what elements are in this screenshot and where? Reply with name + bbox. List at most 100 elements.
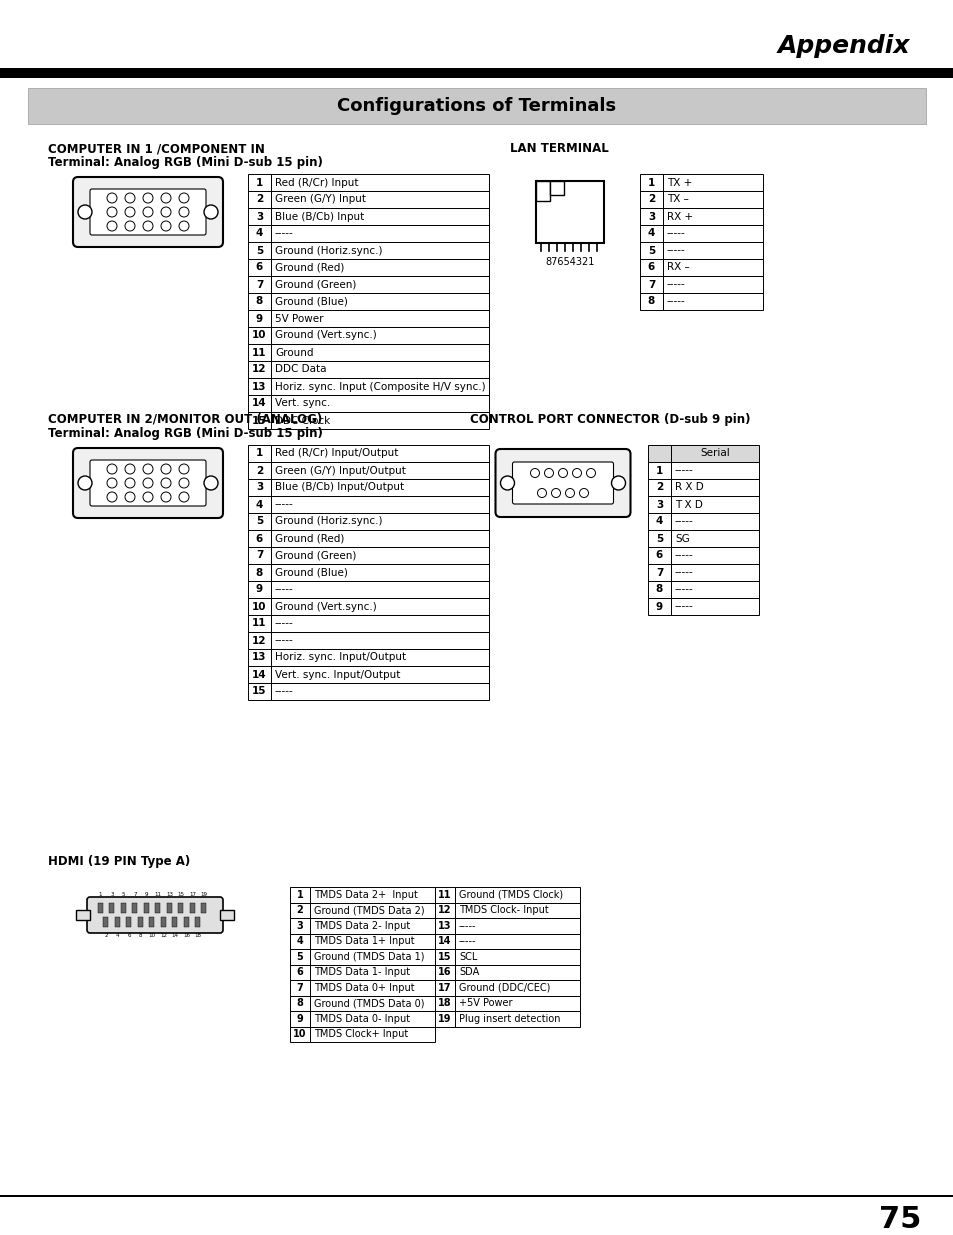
Text: 13: 13 (437, 921, 452, 931)
Bar (639, 174, 662, 191)
Text: 1: 1 (296, 889, 303, 900)
Text: 13: 13 (166, 892, 172, 897)
Bar (248, 174, 271, 191)
Circle shape (179, 193, 189, 203)
Text: 14: 14 (252, 399, 267, 409)
Text: 1: 1 (647, 178, 655, 188)
Circle shape (179, 207, 189, 217)
Text: 3: 3 (255, 483, 263, 493)
Bar (0, 77, 953, 78)
Text: Ground (Horiz.sync.): Ground (Horiz.sync.) (274, 246, 382, 256)
Text: 8: 8 (255, 296, 263, 306)
Bar (662, 259, 762, 275)
Text: 2: 2 (296, 905, 303, 915)
Bar (435, 1011, 455, 1026)
Text: Ground (Blue): Ground (Blue) (274, 296, 348, 306)
Bar (639, 242, 662, 259)
Bar (290, 934, 310, 948)
Bar (290, 887, 310, 903)
Circle shape (125, 207, 135, 217)
Bar (455, 918, 579, 934)
Bar (290, 1026, 310, 1042)
Text: 7: 7 (133, 892, 136, 897)
Bar (248, 615, 271, 632)
Text: 3: 3 (296, 921, 303, 931)
Text: Ground (TMDS Data 2): Ground (TMDS Data 2) (314, 905, 424, 915)
Bar (670, 598, 759, 615)
FancyBboxPatch shape (90, 189, 206, 235)
Text: TX +: TX + (666, 178, 692, 188)
Bar (290, 903, 310, 918)
Text: 4: 4 (255, 499, 263, 510)
Bar (248, 564, 271, 580)
Bar (455, 903, 579, 918)
Text: 13: 13 (252, 382, 267, 391)
Text: TMDS Clock+ Input: TMDS Clock+ Input (314, 1029, 408, 1039)
Bar (167, 903, 172, 913)
Text: -----: ----- (274, 499, 294, 510)
Bar (0, 68, 953, 77)
Bar (248, 395, 271, 412)
Bar (248, 513, 271, 530)
Bar (290, 965, 310, 981)
Bar (647, 598, 670, 615)
Bar (639, 259, 662, 275)
Circle shape (161, 464, 171, 474)
Text: 9: 9 (255, 584, 263, 594)
Text: Horiz. sync. Input (Composite H/V sync.): Horiz. sync. Input (Composite H/V sync.) (274, 382, 485, 391)
Text: TMDS Data 0+ Input: TMDS Data 0+ Input (314, 983, 415, 993)
Text: 11: 11 (437, 889, 452, 900)
Bar (662, 242, 762, 259)
Bar (647, 547, 670, 564)
Bar (662, 293, 762, 310)
Text: 2: 2 (104, 932, 108, 939)
Text: 6: 6 (255, 534, 263, 543)
Text: 87654321: 87654321 (545, 257, 594, 267)
Bar (647, 496, 670, 513)
Bar (662, 174, 762, 191)
Bar (132, 903, 137, 913)
Text: TX –: TX – (666, 194, 688, 205)
Bar (248, 547, 271, 564)
Bar (455, 981, 579, 995)
Bar (310, 887, 435, 903)
Circle shape (78, 205, 91, 219)
Circle shape (558, 468, 567, 478)
Bar (172, 918, 177, 927)
Bar (248, 412, 271, 429)
Text: -----: ----- (458, 921, 476, 931)
Bar (271, 598, 489, 615)
Text: -----: ----- (274, 636, 294, 646)
Text: HDMI (19 PIN Type A): HDMI (19 PIN Type A) (48, 855, 190, 868)
Bar (271, 632, 489, 650)
Bar (670, 513, 759, 530)
Bar (271, 547, 489, 564)
Bar (115, 918, 120, 927)
Text: Blue (B/Cb) Input/Output: Blue (B/Cb) Input/Output (274, 483, 404, 493)
Circle shape (179, 221, 189, 231)
Bar (98, 903, 103, 913)
Bar (670, 479, 759, 496)
Text: 6: 6 (655, 551, 662, 561)
Bar (271, 361, 489, 378)
Text: 9: 9 (255, 314, 263, 324)
Bar (310, 903, 435, 918)
Text: 3: 3 (655, 499, 662, 510)
Text: Ground: Ground (274, 347, 314, 357)
Text: 7: 7 (655, 568, 662, 578)
Circle shape (143, 478, 152, 488)
Bar (248, 580, 271, 598)
Bar (290, 995, 310, 1011)
Bar (138, 918, 143, 927)
Text: Red (R/Cr) Input: Red (R/Cr) Input (274, 178, 358, 188)
Circle shape (125, 221, 135, 231)
FancyBboxPatch shape (90, 459, 206, 506)
Text: 8: 8 (255, 568, 263, 578)
Bar (271, 513, 489, 530)
Bar (455, 1011, 579, 1026)
Text: 12: 12 (160, 932, 167, 939)
Bar (670, 564, 759, 580)
Text: 9: 9 (296, 1014, 303, 1024)
Bar (248, 275, 271, 293)
Text: Terminal: Analog RGB (Mini D-sub 15 pin): Terminal: Analog RGB (Mini D-sub 15 pin) (48, 427, 322, 440)
